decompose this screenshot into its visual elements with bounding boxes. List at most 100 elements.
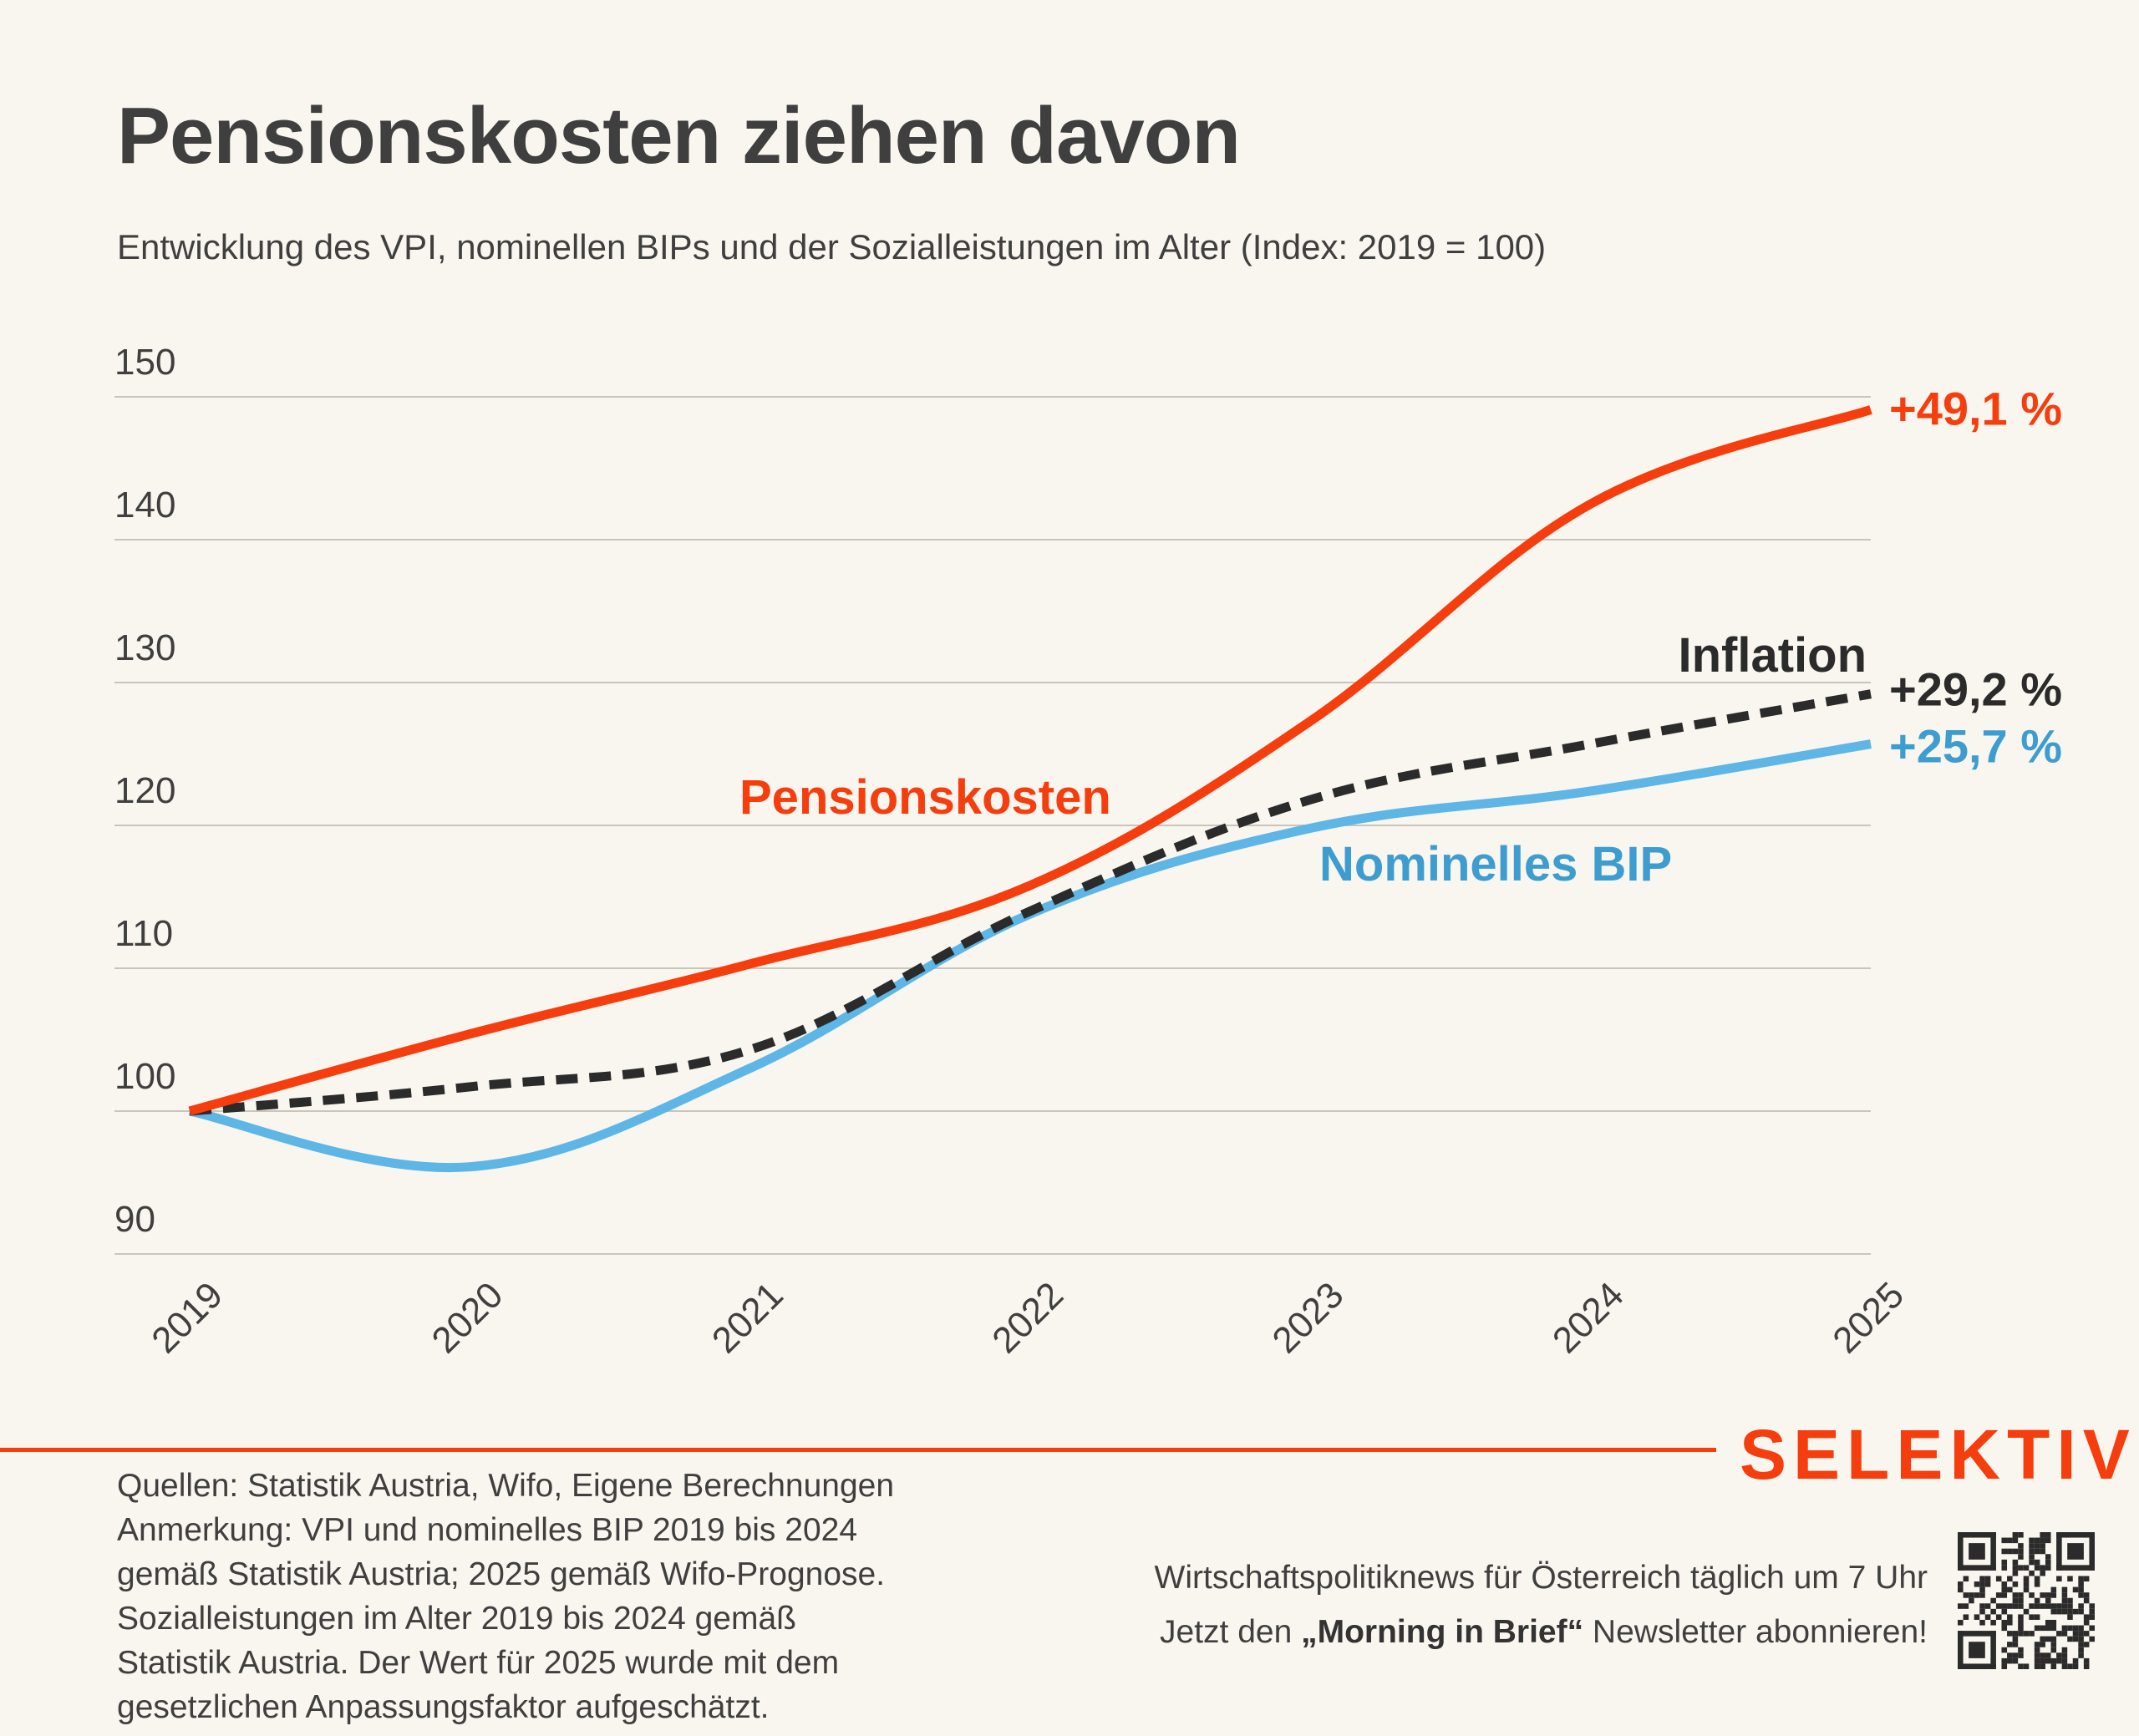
promo-cta[interactable]: Jetzt den „Morning in Brief“ Newsletter … (1155, 1605, 1928, 1659)
qr-module (2056, 1657, 2062, 1664)
qr-module (2018, 1592, 2024, 1598)
qr-module (1974, 1581, 1980, 1587)
qr-module (2067, 1625, 2073, 1632)
qr-module (2040, 1636, 2045, 1642)
qr-module (2034, 1581, 2040, 1587)
qr-module (2089, 1625, 2095, 1632)
qr-module (2012, 1532, 2019, 1538)
qr-module (2056, 1576, 2062, 1582)
qr-module (1995, 1592, 2002, 1598)
qr-module (2072, 1636, 2079, 1642)
y-tick-label: 150 (114, 342, 175, 383)
qr-module (2001, 1619, 2008, 1626)
qr-module (2012, 1592, 2019, 1598)
qr-module (1979, 1608, 1985, 1615)
qr-module (2083, 1576, 2090, 1582)
qr-module (2007, 1631, 2013, 1637)
qr-module (2067, 1576, 2073, 1582)
qr-code-icon[interactable] (1958, 1532, 2095, 1669)
qr-module (2078, 1631, 2084, 1637)
qr-module (2072, 1625, 2079, 1632)
qr-module (2072, 1586, 2079, 1593)
source-notes: Quellen: Statistik Austria, Wifo, Eigene… (117, 1464, 1086, 1729)
qr-module (2007, 1586, 2013, 1593)
qr-module (2061, 1657, 2068, 1664)
qr-module (2012, 1631, 2019, 1637)
qr-module (2034, 1565, 2040, 1571)
qr-module (2067, 1597, 2073, 1604)
qr-module (2089, 1532, 2095, 1571)
y-tick-label: 110 (114, 913, 173, 954)
y-tick-label: 140 (114, 485, 175, 525)
qr-module (1958, 1631, 1964, 1669)
qr-module (2012, 1548, 2019, 1555)
qr-module (1969, 1592, 1974, 1598)
qr-module (2045, 1625, 2051, 1632)
qr-module (2040, 1543, 2045, 1549)
qr-module (2012, 1642, 2019, 1647)
chart-title: Pensionskosten ziehen davon (117, 91, 1241, 180)
qr-module (2089, 1614, 2095, 1620)
qr-module (2089, 1608, 2095, 1615)
qr-module (2007, 1642, 2013, 1647)
qr-module (2034, 1597, 2040, 1604)
qr-module (2034, 1537, 2040, 1544)
qr-module (2029, 1537, 2035, 1544)
qr-module (2001, 1603, 2008, 1609)
qr-module (2061, 1597, 2068, 1604)
qr-module (2061, 1631, 2068, 1637)
qr-module (1969, 1543, 1985, 1560)
series-label-pensionskosten: Pensionskosten (739, 770, 1111, 825)
qr-module (2083, 1619, 2090, 1626)
qr-module (2007, 1657, 2013, 1664)
series-label-inflation: Inflation (1678, 628, 1867, 683)
qr-module (2034, 1548, 2040, 1555)
qr-module (1984, 1576, 1991, 1582)
qr-module (1984, 1614, 1991, 1620)
qr-module (2089, 1636, 2095, 1642)
qr-module (2050, 1636, 2057, 1642)
qr-module (2040, 1570, 2045, 1576)
qr-module (2050, 1657, 2057, 1664)
qr-module (2089, 1603, 2095, 1609)
qr-module (2078, 1592, 2084, 1598)
qr-module (2050, 1625, 2057, 1632)
qr-module (2007, 1548, 2013, 1555)
qr-module (2050, 1608, 2057, 1615)
qr-module (1979, 1586, 1985, 1593)
y-tick-label: 120 (114, 770, 175, 811)
qr-module (2018, 1548, 2024, 1555)
qr-module (2007, 1537, 2013, 1544)
qr-module (2023, 1586, 2030, 1593)
y-tick-label: 90 (114, 1199, 155, 1240)
qr-module (2007, 1619, 2013, 1626)
qr-module (2018, 1597, 2024, 1604)
qr-module (2023, 1576, 2030, 1582)
qr-module (2018, 1554, 2024, 1560)
qr-module (2018, 1663, 2024, 1669)
qr-module (2045, 1636, 2051, 1642)
qr-module (2083, 1597, 2090, 1604)
qr-module (1974, 1592, 1980, 1598)
source-note-line: Statistik Austria. Der Wert für 2025 wur… (117, 1645, 840, 1681)
qr-module (2034, 1543, 2040, 1549)
qr-module (2045, 1603, 2051, 1609)
qr-module (1979, 1581, 1985, 1587)
qr-module (2045, 1559, 2051, 1566)
qr-module (1958, 1532, 1964, 1571)
end-value-label: +25,7 % (1889, 720, 2062, 773)
qr-module (2029, 1559, 2035, 1566)
qr-module (2045, 1537, 2051, 1544)
source-note-line: Quellen: Statistik Austria, Wifo, Eigene… (117, 1468, 895, 1504)
qr-module (2078, 1576, 2084, 1582)
x-tick-label: 2023 (1265, 1274, 1352, 1361)
qr-module (2034, 1642, 2040, 1647)
qr-module (1974, 1614, 1980, 1620)
qr-module (2040, 1625, 2045, 1632)
qr-module (2001, 1592, 2008, 1598)
x-tick-label: 2020 (424, 1274, 511, 1361)
qr-module (2078, 1652, 2084, 1658)
qr-module (2078, 1581, 2084, 1587)
qr-module (2023, 1581, 2030, 1587)
qr-module (2012, 1657, 2019, 1664)
